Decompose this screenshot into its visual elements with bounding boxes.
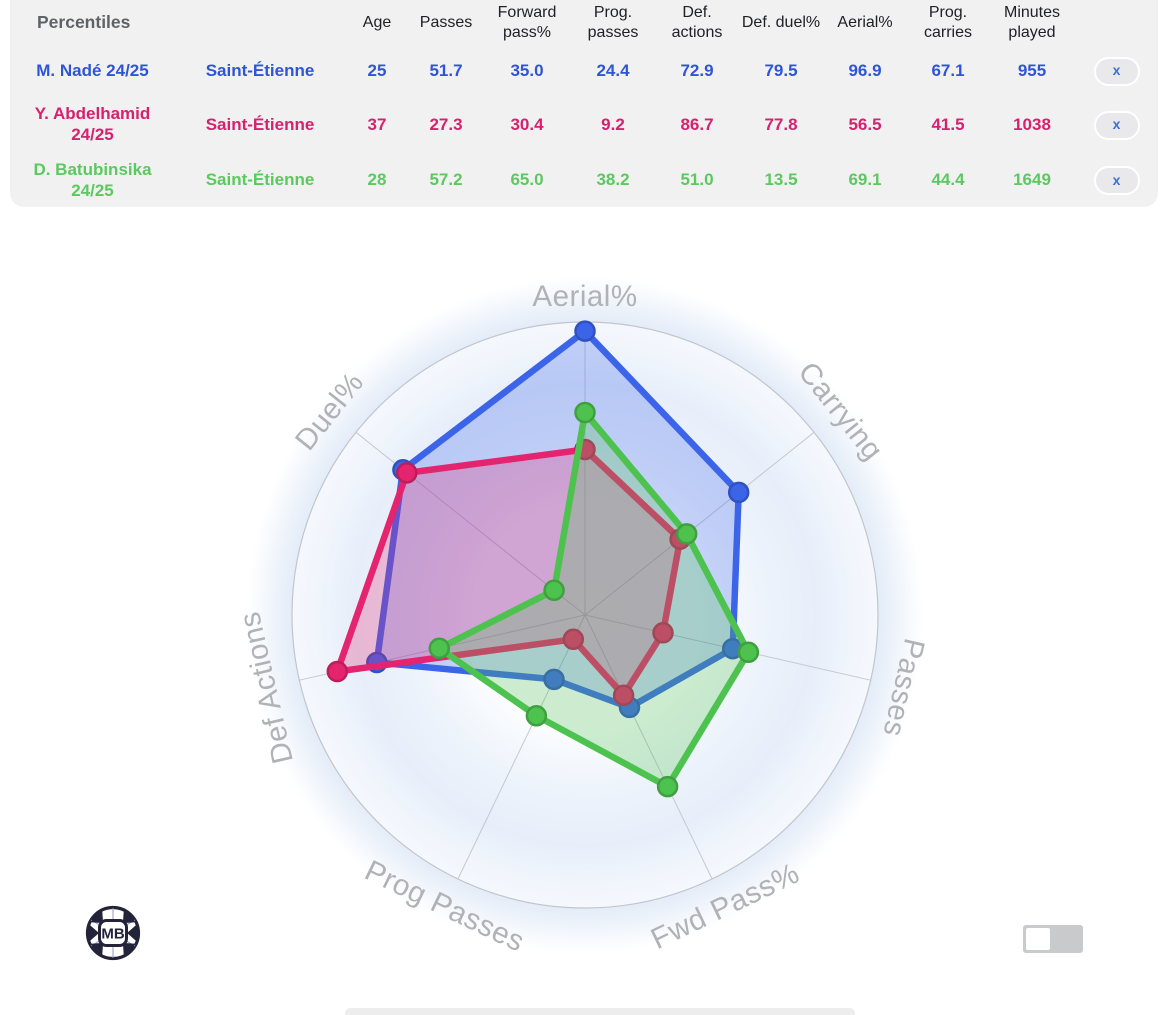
logo-text: MB — [101, 926, 124, 943]
radar-point-d-batubinsika-24-25-carrying[interactable] — [675, 523, 698, 545]
brand-logo: MB — [85, 905, 141, 961]
player-value-age: 37 — [367, 114, 387, 134]
player-value-age: 28 — [367, 170, 387, 190]
player-value-aerial: 56.5 — [848, 114, 882, 134]
player-value-forward-pass: 35.0 — [510, 60, 544, 80]
radar-point-d-batubinsika-24-25-aerial[interactable] — [574, 401, 596, 424]
radar-point-m-nad-24-25-carrying[interactable] — [727, 481, 750, 504]
player-team: Saint-Étienne — [205, 60, 315, 80]
radar-point-d-batubinsika-24-25-passes[interactable] — [737, 641, 760, 664]
player-name: D. Batubinsika 24/25 — [33, 159, 152, 200]
percentiles-table: Percentiles Age Passes Forward pass% Prog. … — [10, 0, 1158, 207]
radar-area-d-batubinsika-24-25 — [436, 409, 752, 790]
player-value-prog-passes: 38.2 — [596, 170, 630, 190]
radar-point-m-nad-24-25-prog-passes[interactable] — [543, 668, 565, 691]
player-value-passes: 51.7 — [429, 60, 463, 80]
player-value-forward-pass: 30.4 — [510, 114, 544, 134]
player-team: Saint-Étienne — [205, 114, 315, 134]
radar-point-d-batubinsika-24-25-def-actions[interactable] — [428, 637, 451, 660]
remove-player-cell: x — [1075, 96, 1158, 154]
radar-spoke-carrying — [584, 431, 815, 616]
radar-spoke-fwd-pass — [584, 614, 713, 880]
remove-player-cell: x — [1075, 46, 1158, 96]
remove-player-cell: x — [1075, 154, 1158, 207]
radar-point-y-abdelhamid-24-25-passes[interactable] — [652, 622, 674, 644]
toggle-knob[interactable] — [1026, 928, 1050, 950]
player-value-def-duel: 13.5 — [764, 170, 798, 190]
remove-player-button[interactable]: x — [1093, 110, 1140, 140]
radar-chart: Aerial% Carrying Passes Fwd Pass% Prog Passe… — [0, 207, 1170, 1015]
column-header-age: Age — [362, 14, 392, 32]
player-value-aerial: 96.9 — [848, 60, 882, 80]
table-title: Percentiles — [37, 12, 131, 33]
player-value-passes: 27.3 — [429, 114, 463, 134]
player-value-minutes-played: 1038 — [1013, 114, 1051, 134]
player-value-minutes-played: 955 — [1017, 60, 1047, 80]
column-header-prog-carries: Prog. carries — [923, 4, 972, 41]
radar-point-y-abdelhamid-24-25-def-actions[interactable] — [326, 660, 349, 683]
radar-point-d-batubinsika-24-25-prog-passes[interactable] — [525, 705, 548, 727]
column-header-minutes-played: Minutes played — [1003, 4, 1061, 41]
radar-point-d-batubinsika-24-25-duel[interactable] — [543, 579, 565, 602]
player-value-prog-carries: 44.4 — [931, 170, 965, 190]
player-value-def-duel: 79.5 — [764, 60, 798, 80]
player-team: Saint-Étienne — [205, 170, 315, 190]
radar-point-y-abdelhamid-24-25-prog-passes[interactable] — [562, 628, 585, 651]
player-value-prog-carries: 41.5 — [931, 114, 965, 134]
radar-point-y-abdelhamid-24-25-duel[interactable] — [396, 462, 418, 484]
bottom-panel-edge — [345, 1008, 855, 1015]
player-value-def-actions: 51.0 — [680, 170, 714, 190]
column-header-passes: Passes — [419, 14, 473, 32]
chart-toggle[interactable] — [1023, 925, 1083, 953]
player-value-prog-carries: 67.1 — [931, 60, 965, 80]
column-header-def-duel: Def. duel% — [741, 14, 821, 32]
player-name: Y. Abdelhamid 24/25 — [34, 104, 151, 144]
remove-player-button[interactable]: x — [1093, 166, 1140, 195]
player-value-aerial: 69.1 — [848, 170, 882, 190]
player-value-prog-passes: 24.4 — [596, 60, 630, 80]
radar-spoke-prog-passes — [457, 614, 586, 880]
player-value-def-actions: 86.7 — [680, 114, 714, 134]
radar-point-d-batubinsika-24-25-fwd-pass[interactable] — [656, 775, 679, 798]
radar-point-y-abdelhamid-24-25-fwd-pass[interactable] — [612, 684, 635, 707]
player-value-prog-passes: 9.2 — [601, 114, 625, 134]
player-value-def-actions: 72.9 — [680, 60, 714, 80]
column-header-def-actions: Def. actions — [671, 4, 723, 41]
remove-player-button[interactable]: x — [1093, 56, 1140, 86]
player-name: M. Nadé 24/25 — [36, 60, 149, 80]
column-header-actions — [1075, 0, 1158, 46]
column-header-aerial: Aerial% — [837, 14, 893, 32]
column-header-prog-passes: Prog. passes — [587, 4, 639, 41]
column-header-forward-pass: Forward pass% — [497, 4, 557, 41]
player-value-def-duel: 77.8 — [764, 114, 798, 134]
radar-point-m-nad-24-25-aerial[interactable] — [574, 320, 596, 342]
player-value-age: 25 — [367, 60, 387, 80]
radar-axis-label-aerial: Aerial% — [532, 280, 637, 313]
player-value-passes: 57.2 — [429, 170, 463, 190]
player-value-minutes-played: 1649 — [1013, 170, 1051, 190]
radar-area-y-abdelhamid-24-25 — [334, 446, 684, 699]
player-value-forward-pass: 65.0 — [510, 170, 544, 190]
